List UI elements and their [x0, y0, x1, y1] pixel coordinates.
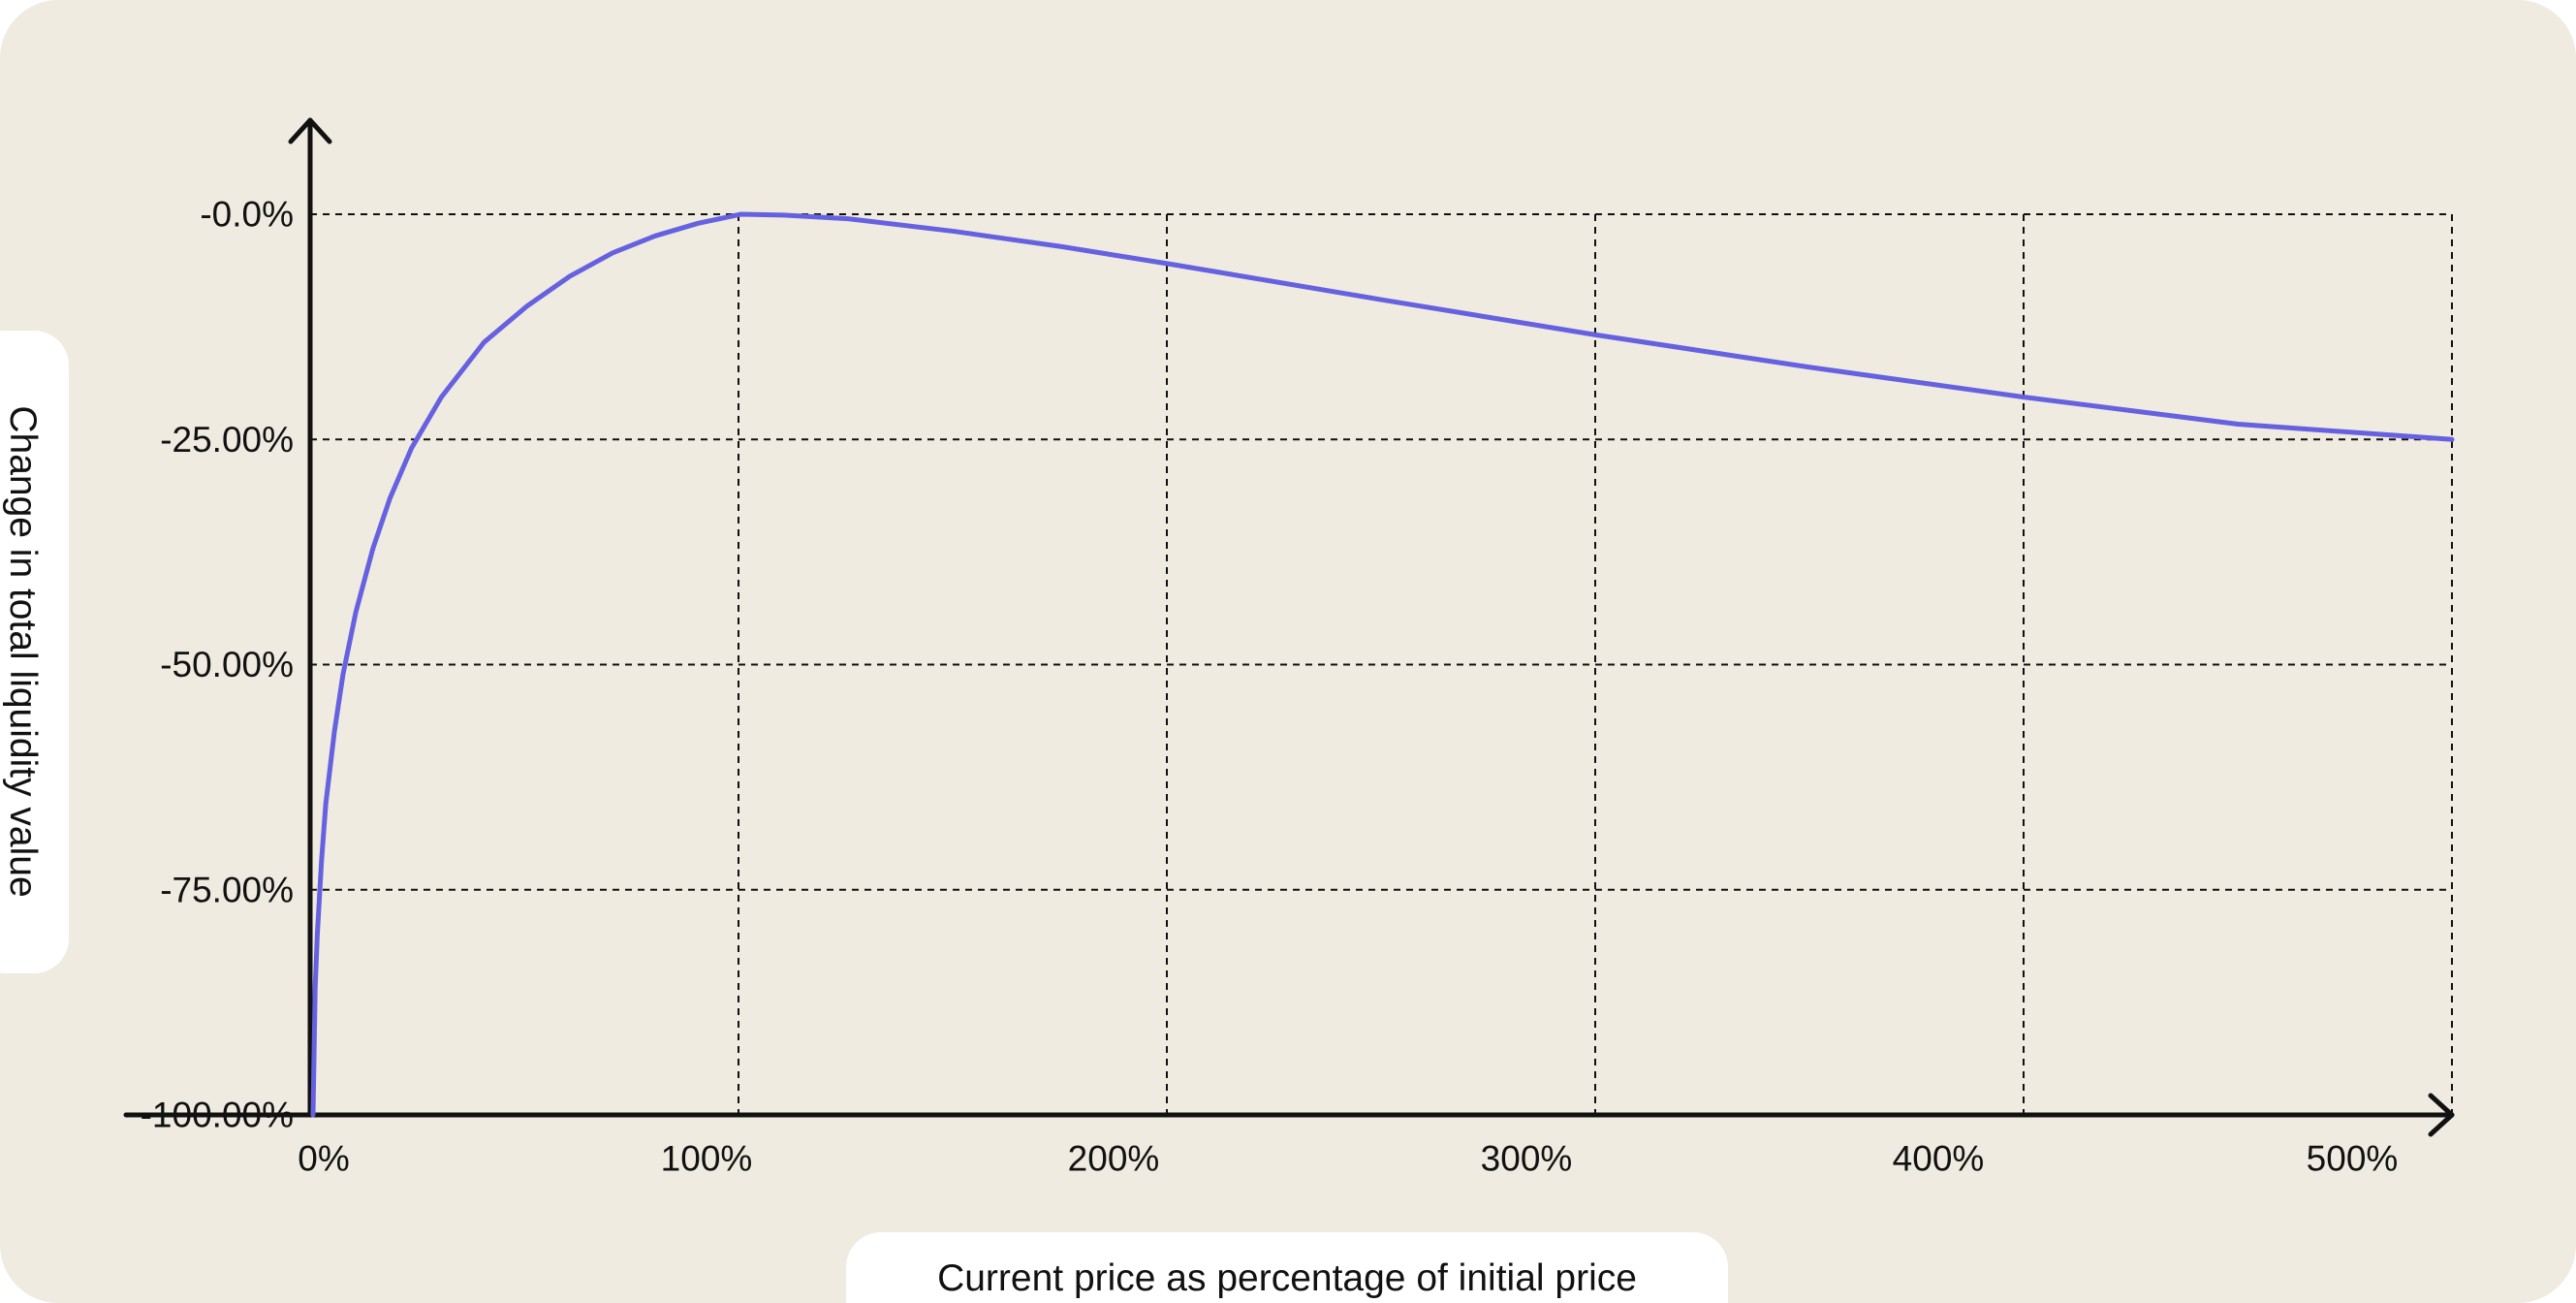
y-tick-label-2: -50.00%: [160, 645, 294, 684]
y-tick-label-3: -75.00%: [160, 870, 294, 909]
y-tick-label-1: -25.00%: [160, 420, 294, 460]
axes: [123, 117, 2455, 1137]
x-axis-arrow: [2428, 1093, 2455, 1137]
y-tick-labels: -0.0% -25.00% -50.00% -75.00% -100.00%: [141, 195, 294, 1135]
y-axis-label: Change in total liquidity value: [2, 405, 44, 898]
x-tick-label-4: 400%: [1893, 1139, 1985, 1179]
y-tick-label-4: -100.00%: [141, 1096, 294, 1135]
x-axis-label-pill: [846, 1232, 1728, 1303]
x-axis-label: Current price as percentage of initial p…: [937, 1257, 1637, 1299]
x-tick-label-1: 100%: [661, 1139, 753, 1179]
x-tick-labels: 0% 100% 200% 300% 400% 500%: [298, 1139, 2398, 1179]
grid-lines: [310, 213, 2453, 1115]
y-axis-arrow: [288, 117, 332, 144]
series-line-0: [310, 211, 2455, 1118]
x-tick-label-2: 200%: [1068, 1139, 1160, 1179]
y-tick-label-0: -0.0%: [200, 195, 294, 235]
x-tick-label-3: 300%: [1481, 1139, 1573, 1179]
series-layer: [310, 211, 2455, 1118]
x-tick-label-5: 500%: [2307, 1139, 2399, 1179]
y-axis-label-pill: [0, 331, 69, 973]
x-tick-label-0: 0%: [298, 1139, 349, 1179]
